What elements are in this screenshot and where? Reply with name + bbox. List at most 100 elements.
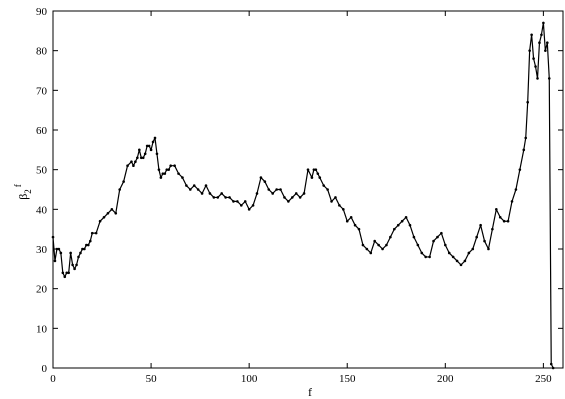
data-point [514, 188, 518, 191]
x-axis-label: f [308, 385, 312, 399]
data-point [192, 184, 196, 187]
y-tick-label: 30 [36, 244, 48, 256]
data-point [447, 251, 451, 255]
y-axis-tick-labels: 0 10 20 30 40 50 60 70 80 90 [36, 6, 48, 375]
data-point [212, 196, 216, 199]
data-point [65, 271, 69, 275]
data-point [136, 156, 139, 160]
data-point [87, 243, 90, 247]
data-point [83, 247, 86, 251]
data-point [85, 243, 88, 247]
data-point [302, 192, 306, 195]
data-point [287, 200, 290, 203]
data-point [139, 156, 143, 160]
data-point [67, 271, 70, 275]
data-point [157, 168, 161, 171]
data-point [549, 362, 553, 366]
data-point [165, 168, 169, 171]
data-point [326, 188, 329, 191]
y-tick-label: 20 [36, 284, 48, 296]
data-point [220, 192, 223, 195]
data-point [396, 223, 400, 227]
data-point [106, 212, 110, 215]
data-point [196, 188, 200, 191]
data-point [73, 267, 76, 271]
plot-frame-group [52, 10, 564, 369]
data-point [416, 243, 420, 247]
data-point [334, 196, 337, 199]
data-point [88, 239, 92, 243]
data-point [532, 57, 535, 60]
y-tick-label: 70 [36, 85, 48, 97]
data-point [479, 223, 482, 227]
data-point [185, 184, 188, 187]
y-tick-label: 0 [42, 363, 48, 375]
data-point [173, 164, 176, 167]
data-point [149, 148, 153, 152]
data-point [530, 33, 533, 37]
data-point [102, 215, 106, 219]
y-axis-label-subscript: 2 [23, 189, 33, 194]
data-point [216, 196, 220, 199]
data-point [502, 219, 506, 223]
data-point [259, 176, 263, 179]
data-point [298, 196, 302, 199]
data-point [63, 275, 67, 279]
data-point [151, 140, 155, 144]
data-point [81, 247, 84, 251]
data-point [381, 247, 384, 251]
data-point [455, 259, 459, 263]
y-tick-label: 10 [36, 323, 48, 335]
x-axis-ticks [52, 11, 544, 368]
x-tick-label: 150 [339, 373, 356, 385]
data-point [232, 200, 235, 203]
data-point [404, 215, 408, 219]
data-point [138, 148, 141, 152]
x-tick-label: 100 [241, 373, 258, 385]
data-point [240, 204, 243, 207]
data-point [471, 247, 475, 251]
data-point [98, 219, 102, 223]
data-point [132, 164, 135, 167]
data-point [163, 172, 167, 175]
data-point [506, 219, 510, 223]
data-point [294, 192, 298, 195]
data-point [53, 259, 57, 263]
y-axis-label: β2f [13, 184, 33, 200]
x-tick-label: 250 [535, 373, 552, 385]
data-point [424, 255, 427, 259]
data-point [236, 200, 239, 203]
data-point [283, 196, 286, 199]
data-point [77, 255, 80, 259]
data-point [408, 223, 412, 227]
data-point [312, 168, 316, 171]
data-point [141, 156, 145, 160]
data-point [145, 144, 149, 148]
data-point [57, 247, 61, 251]
data-point [181, 176, 184, 179]
data-point [459, 263, 463, 267]
series-layer [51, 21, 555, 370]
data-point [436, 235, 439, 239]
data-point [316, 172, 320, 175]
data-point [169, 164, 172, 167]
data-point [385, 243, 388, 247]
data-point [322, 184, 325, 187]
data-point [189, 188, 192, 191]
data-point [400, 219, 404, 223]
data-point [467, 251, 471, 255]
data-point [51, 235, 55, 239]
data-point [526, 100, 529, 104]
data-point [463, 259, 467, 263]
data-point [275, 188, 278, 191]
y-axis-ticks [53, 10, 563, 369]
data-point [349, 215, 353, 219]
data-point [271, 192, 274, 195]
data-point [314, 168, 318, 171]
data-point [483, 239, 486, 243]
x-tick-label: 200 [437, 373, 454, 385]
data-point [224, 196, 227, 199]
data-point [79, 251, 82, 255]
data-point [432, 239, 435, 243]
